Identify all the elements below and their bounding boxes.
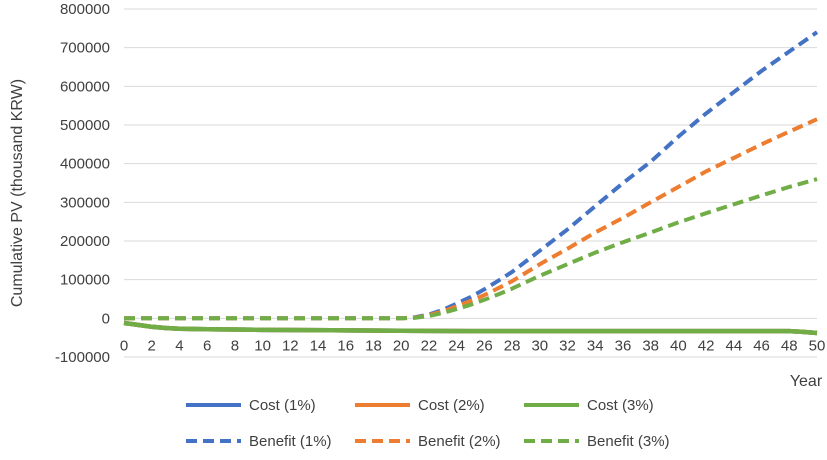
y-tick-label: 100000 <box>60 272 110 289</box>
series-line-cost-3 <box>123 320 818 336</box>
x-tick-label: 30 <box>531 337 548 354</box>
y-tick-label: 0 <box>102 310 110 327</box>
x-tick-label: 2 <box>148 337 156 354</box>
x-tick-label: 4 <box>175 337 183 354</box>
x-tick-label: 8 <box>231 337 239 354</box>
x-tick-label: 22 <box>421 337 438 354</box>
x-tick-label: 6 <box>203 337 211 354</box>
x-axis-title: Year <box>790 373 823 390</box>
x-tick-label: 16 <box>337 337 354 354</box>
legend-label: Cost (2%) <box>418 397 485 414</box>
y-tick-label: 700000 <box>60 40 110 57</box>
x-tick-label: 50 <box>809 337 826 354</box>
x-tick-label: 40 <box>670 337 687 354</box>
x-tick-label: 46 <box>753 337 770 354</box>
x-tick-label: 36 <box>615 337 632 354</box>
x-axis-tick-labels: 0 2 4 6 8 10 12 14 16 18 20 22 24 26 28 30 32 34 36 38 40 42 4… <box>120 337 826 354</box>
x-tick-label: 26 <box>476 337 493 354</box>
x-tick-label: 32 <box>559 337 576 354</box>
legend-label: Benefit (1%) <box>249 433 332 450</box>
x-tick-label: 38 <box>642 337 659 354</box>
legend-label: Cost (3%) <box>587 397 654 414</box>
y-tick-label: -100000 <box>55 349 110 366</box>
x-tick-label: 20 <box>393 337 410 354</box>
series-line-benefit-1 <box>124 30 819 321</box>
y-tick-label: 800000 <box>60 1 110 18</box>
x-tick-label: 18 <box>365 337 382 354</box>
x-tick-label: 14 <box>310 337 327 354</box>
legend-label: Benefit (3%) <box>587 433 670 450</box>
y-tick-label: 500000 <box>60 117 110 134</box>
series-line-benefit-3 <box>124 177 818 321</box>
x-tick-label: 12 <box>282 337 299 354</box>
x-tick-label: 28 <box>504 337 521 354</box>
x-tick-label: 34 <box>587 337 604 354</box>
legend: Cost (1%) Cost (2%) Cost (3%) Benefit (1%) B… <box>186 397 670 450</box>
legend-label: Benefit (2%) <box>418 433 501 450</box>
y-tick-label: 200000 <box>60 233 110 250</box>
x-tick-label: 42 <box>698 337 715 354</box>
x-tick-label: 0 <box>120 337 128 354</box>
y-axis-tick-labels: -100000 0 100000 200000 300000 400000 500000 60… <box>55 1 110 366</box>
y-tick-label: 300000 <box>60 194 110 211</box>
y-axis-title: Cumulative PV (thousand KRW) <box>9 79 26 307</box>
legend-label: Cost (1%) <box>249 397 316 414</box>
x-tick-label: 24 <box>448 337 465 354</box>
y-tick-label: 400000 <box>60 156 110 173</box>
series-lines <box>123 30 819 336</box>
x-tick-label: 44 <box>725 337 742 354</box>
y-tick-label: 600000 <box>60 78 110 95</box>
series-line-benefit-2 <box>124 117 818 321</box>
x-tick-label: 48 <box>781 337 798 354</box>
gridlines <box>124 8 817 358</box>
x-tick-label: 10 <box>254 337 271 354</box>
